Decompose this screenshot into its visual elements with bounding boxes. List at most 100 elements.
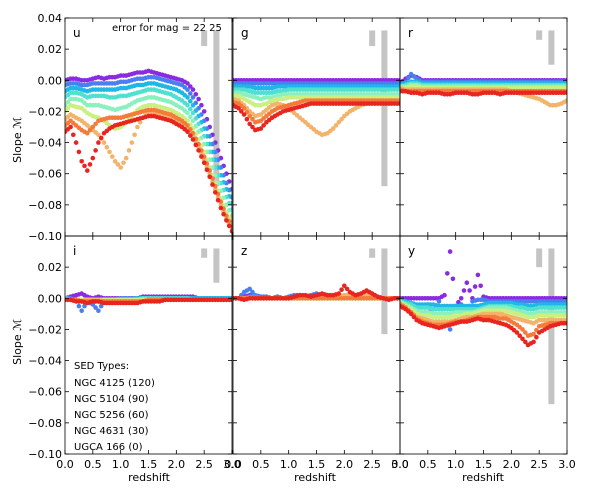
point-y-s8-2 (408, 311, 414, 317)
point-u-s1-22b (188, 91, 193, 96)
point-u-s6-10 (118, 165, 123, 170)
plot-area-r (400, 30, 567, 108)
legend-title: SED Types: (74, 361, 129, 372)
point-y-s0-9 (447, 249, 453, 254)
point-u-s0-25 (201, 109, 207, 114)
point-u-s0-24b (199, 102, 204, 108)
y-tick-label-i: −0.10 (28, 448, 62, 461)
point-u-s8-30 (229, 229, 232, 234)
point-y-s0-12b (467, 288, 472, 293)
point-u-s3-22b (188, 106, 193, 112)
point-g-s3-30 (397, 87, 400, 92)
point-u-s6-7 (101, 140, 107, 145)
x-tick-label-y: 1.5 (475, 458, 493, 471)
point-i-s1-2b (76, 303, 82, 309)
x-tick-label-i: 1.5 (140, 458, 158, 471)
legend-entry-ugca166: UGCA 166 (0) (74, 442, 143, 453)
panel-y: y 0.0 0.5 1.0 1.5 2.0 2.5 3.0 (391, 235, 576, 471)
point-u-s6-12b (132, 132, 137, 138)
y-tick-label-u: 0.02 (38, 43, 63, 56)
point-u-s8-6b (98, 135, 104, 141)
plot-area-z (233, 248, 400, 335)
point-y-s8-24b (534, 334, 539, 340)
point-u-s8-27 (213, 190, 218, 195)
x-tick-label-z: 0.5 (252, 458, 270, 471)
point-u-s6-12 (129, 140, 135, 145)
point-u-s8-26b (210, 182, 215, 187)
point-u-s8-3 (79, 159, 84, 164)
point-u-s6-9b (115, 162, 121, 167)
error-bar-z-1 (381, 248, 388, 335)
panel-frame-z (232, 235, 401, 455)
error-bar-r-1 (548, 30, 555, 65)
point-i-s1-6 (96, 308, 101, 314)
point-y-s8-2b (411, 314, 417, 320)
x-tick-label-i: 2.0 (168, 458, 186, 471)
point-y-s8-24 (531, 339, 536, 345)
error-bar-u-0 (201, 30, 208, 47)
point-u-s8-4 (85, 168, 90, 173)
error-bar-y-0 (536, 248, 543, 268)
point-z-s8-20 (342, 283, 347, 289)
plot-area-g (233, 30, 400, 187)
y-tick-label-i: −0.08 (28, 417, 62, 430)
point-u-s2-23 (190, 102, 196, 108)
point-u-s0-24 (196, 96, 201, 102)
point-z-s8-20b (344, 286, 350, 292)
point-u-s8-3b (82, 163, 87, 169)
point-u-s0-23b (193, 92, 199, 97)
panel-frame-y (399, 235, 568, 455)
point-u-s3-22 (185, 102, 190, 108)
y-tick-label-i: −0.02 (28, 323, 62, 336)
x-tick-label-z: 2.5 (363, 458, 381, 471)
legend-entry-ngc5104: NGC 5104 (90) (74, 394, 149, 405)
point-u-s0-22 (185, 81, 190, 86)
point-u-s8-28b (221, 211, 226, 217)
point-u-s3-23 (190, 110, 196, 116)
panel-label-g: g (241, 26, 249, 40)
x-tick-label-i: 0.5 (84, 458, 102, 471)
point-u-s8-23 (190, 137, 196, 142)
panel-label-z: z (241, 244, 247, 258)
error-bar-u-1 (213, 30, 220, 187)
panel-frame-i (64, 235, 233, 455)
panel-label-i: i (73, 244, 76, 258)
point-u-s8-29b (226, 223, 232, 229)
panel-frame-g (232, 17, 401, 237)
legend-entry-ngc5256: NGC 5256 (60) (74, 410, 149, 421)
x-tick-label-y: 2.0 (503, 458, 521, 471)
point-u-s7-4b (87, 127, 93, 133)
y-axis-label-top: Slope ℳ (11, 117, 24, 163)
error-bar-g-0 (369, 30, 376, 47)
x-tick-label-y: 0.5 (419, 458, 437, 471)
error-bar-r-0 (536, 30, 543, 40)
y-tick-label-u: 0.00 (38, 74, 63, 87)
point-g-s8-5 (258, 126, 264, 131)
x-tick-label-i: 1.0 (112, 458, 130, 471)
point-y-s8-21 (514, 330, 520, 335)
point-g-s8-3 (247, 121, 252, 127)
point-g-s7-2 (241, 106, 247, 111)
point-g-s8-1 (236, 106, 241, 111)
point-i-s1-5b (93, 305, 98, 310)
point-y-s0-8b (445, 271, 450, 276)
x-axis-label-middle: redshift (294, 471, 336, 484)
point-u-s8-25b (204, 167, 210, 173)
panel-g: g (232, 17, 401, 237)
point-z-s1-3 (247, 286, 252, 292)
point-u-s8-2 (73, 140, 79, 145)
point-g-s8-2b (244, 116, 250, 122)
point-i-s1-6b (98, 303, 104, 309)
point-y-s1-7 (436, 299, 442, 304)
y-tick-label-u: −0.10 (28, 230, 62, 243)
y-tick-label-i: −0.06 (28, 386, 62, 399)
error-bar-g-1 (381, 30, 388, 187)
point-u-s7-4 (85, 130, 90, 136)
point-y-s7-22 (520, 327, 525, 332)
y-axis-label-bottom: Slope ℳ (11, 319, 24, 365)
point-u-s8-27b (215, 197, 221, 203)
y-tick-label-u: 0.04 (38, 12, 63, 25)
point-u-s4-22 (185, 110, 190, 116)
point-u-s6-11b (126, 148, 132, 153)
panel-frame-r (399, 17, 568, 237)
